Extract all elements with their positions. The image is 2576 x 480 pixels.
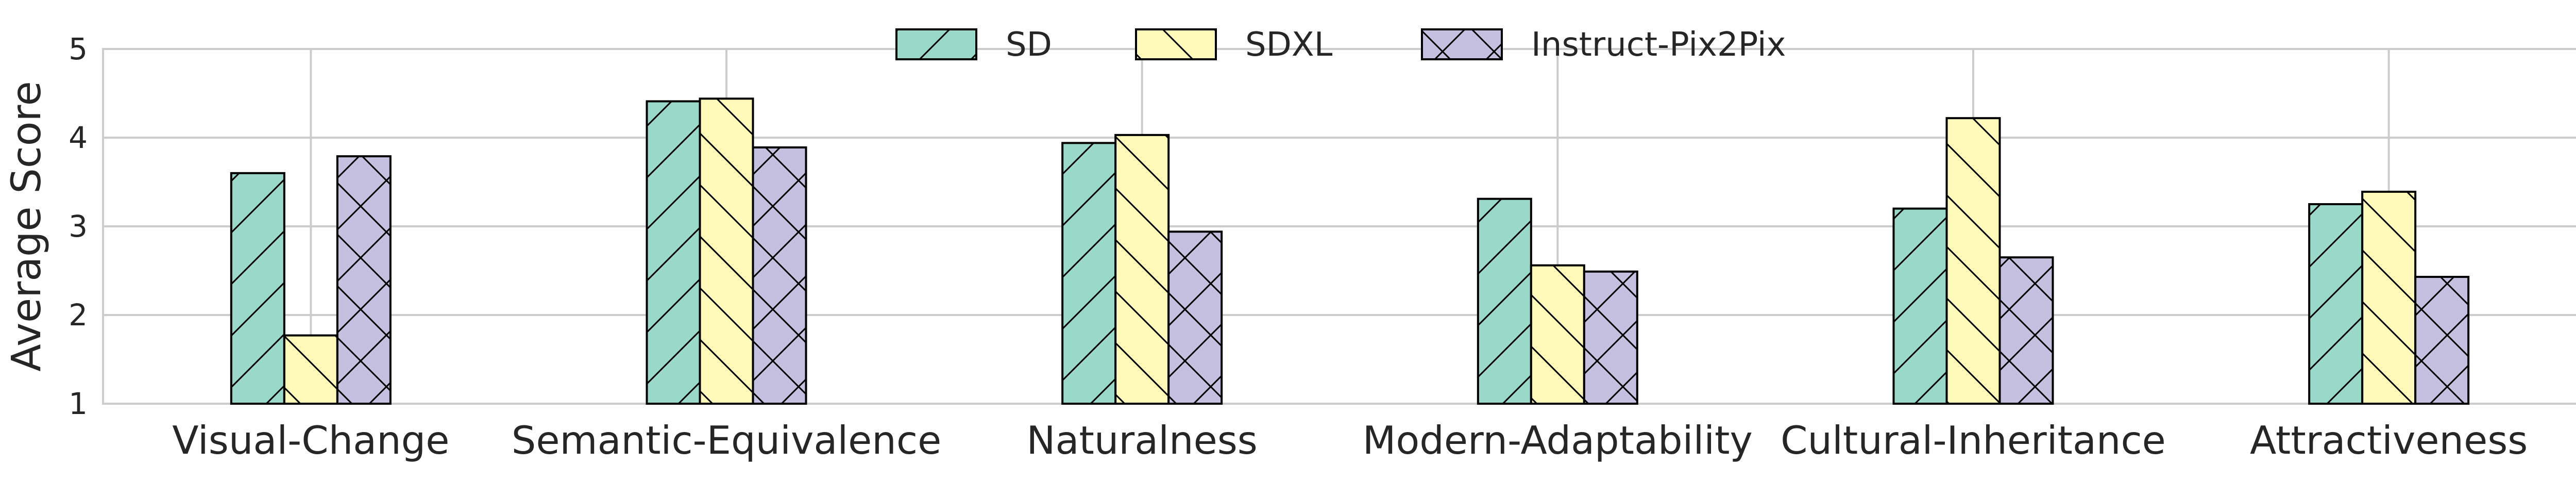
y-tick-label: 2 <box>69 297 88 333</box>
bar-hatch <box>1945 117 2001 405</box>
legend-swatch-hatch <box>895 28 977 60</box>
bar-hatch <box>752 146 807 405</box>
category-label: Visual-Change <box>172 418 449 463</box>
bar <box>1114 134 1170 405</box>
bar <box>1583 270 1638 405</box>
bar <box>336 155 392 405</box>
category-label: Naturalness <box>1026 418 1257 463</box>
bar-hatch <box>2361 190 2417 405</box>
bar-hatch <box>2414 276 2470 405</box>
bar <box>1892 207 1948 405</box>
bar <box>1061 142 1117 405</box>
plot-frame <box>102 48 2576 405</box>
bar <box>752 146 807 405</box>
bar <box>699 97 754 405</box>
bar-hatch <box>336 155 392 405</box>
y-tick-label: 1 <box>69 386 88 421</box>
bar <box>283 334 338 405</box>
legend-label: SD <box>1006 26 1052 64</box>
bars <box>230 97 2470 405</box>
bar-hatch <box>1998 256 2054 405</box>
bar <box>2308 203 2364 405</box>
category-label: Semantic-Equivalence <box>512 418 941 463</box>
legend-label: Instruct-Pix2Pix <box>1531 26 1786 64</box>
category-label: Attractiveness <box>2250 418 2528 463</box>
legend-entry: SDXL <box>1135 26 1333 64</box>
bar <box>1998 256 2054 405</box>
bar-hatch <box>1167 230 1223 405</box>
bar-hatch <box>1530 264 1585 405</box>
bar-hatch <box>2308 203 2364 405</box>
y-axis-title: Average Score <box>4 81 50 372</box>
bar-hatch <box>699 97 754 405</box>
legend-entry: SD <box>895 26 1052 64</box>
y-tick-label: 4 <box>69 120 88 155</box>
bar-hatch <box>646 100 701 405</box>
legend: SD SDXL Instruct-Pix2Pix <box>895 26 1786 64</box>
legend-entry: Instruct-Pix2Pix <box>1421 26 1786 64</box>
y-tick-label: 5 <box>69 31 88 67</box>
bar-hatch <box>1114 134 1170 405</box>
y-tick-labels: 1 2 3 4 5 <box>69 31 88 421</box>
legend-swatch-hatch <box>1421 28 1503 60</box>
bar <box>230 172 285 405</box>
legend-swatch-hatch <box>1135 28 1217 60</box>
bar-hatch <box>1477 197 1532 405</box>
category-label: Modern-Adaptability <box>1363 418 1753 463</box>
category-label: Cultural-Inheritance <box>1781 418 2166 463</box>
x-tick-labels: Visual-Change Semantic-Equivalence Natural… <box>172 418 2528 463</box>
bar <box>1167 230 1223 405</box>
bar-hatch <box>283 334 338 405</box>
bar <box>2361 190 2417 405</box>
bar <box>646 100 701 405</box>
bar-hatch <box>230 172 285 405</box>
bar-hatch <box>1892 207 1948 405</box>
bar <box>1530 264 1585 405</box>
legend-label: SDXL <box>1245 26 1333 64</box>
bar <box>2414 276 2470 405</box>
bar-hatch <box>1061 142 1117 405</box>
bar <box>1945 117 2001 405</box>
bar <box>1477 197 1532 405</box>
bar-hatch <box>1583 270 1638 405</box>
y-tick-label: 3 <box>69 209 88 244</box>
grid <box>103 49 2576 404</box>
